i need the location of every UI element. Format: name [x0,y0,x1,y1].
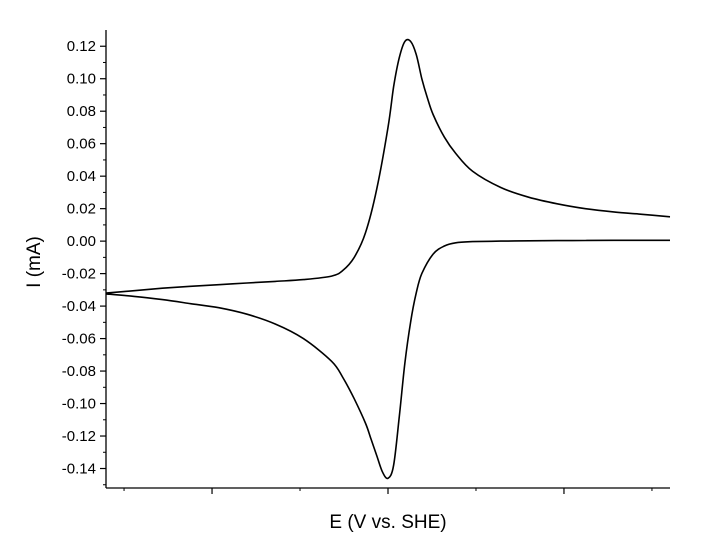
y-tick-label: -0.14 [62,461,96,478]
y-tick-label: 0.12 [67,38,96,55]
y-tick-label: -0.06 [62,331,96,348]
y-axis-title: I (mA) [24,236,45,288]
y-tick-label: 0.02 [67,201,96,218]
y-tick-label: -0.10 [62,396,96,413]
y-tick-label: -0.08 [62,363,96,380]
y-tick-label: -0.12 [62,428,96,445]
y-tick-label: 0.10 [67,71,96,88]
y-tick-label: -0.04 [62,298,96,315]
x-axis-title: E (V vs. SHE) [329,512,446,533]
y-tick-label: 0.00 [67,233,96,250]
y-tick-label: 0.04 [67,168,96,185]
cathodic-sweep-line [105,239,670,480]
series-layer [105,38,671,480]
y-tick-label: 0.08 [67,103,96,120]
axes: 0.12 0.10 0.08 0.06 0.04 0.02 0.00 -0.02 -0.04 -0… [62,30,670,494]
y-tick-label: -0.02 [62,266,96,283]
y-tick-label: 0.06 [67,136,96,153]
anodic-sweep-line [105,38,671,294]
